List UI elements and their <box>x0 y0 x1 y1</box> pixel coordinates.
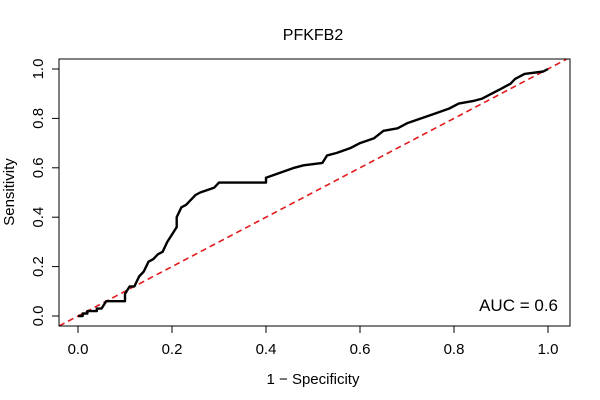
y-axis-label: Sensitivity <box>1 158 18 226</box>
series-layer <box>59 59 568 326</box>
x-tick-label: 0.0 <box>68 341 89 358</box>
plot-border <box>58 58 571 327</box>
y-tick-label: 0.8 <box>30 108 47 129</box>
y-tick-label: 0.4 <box>30 207 47 228</box>
auc-annotation: AUC = 0.6 <box>479 296 558 315</box>
x-axis-label: 1 − Specificity <box>267 371 360 388</box>
chart-title: PFKFB2 <box>283 27 344 44</box>
x-tick-label: 1.0 <box>538 341 559 358</box>
x-tick-label: 0.2 <box>162 341 183 358</box>
roc-curve-line <box>78 67 549 318</box>
x-tick-label: 0.4 <box>256 341 277 358</box>
x-tick-label: 0.6 <box>350 341 371 358</box>
y-tick-label: 0.2 <box>30 256 47 277</box>
reference-diagonal-line <box>59 59 568 326</box>
y-tick-label: 1.0 <box>30 59 47 80</box>
axes-layer: 0.0 0.0 0.2 0.2 0.4 0.4 0.6 0.6 0.8 0.8 1.0 1.0 <box>30 59 558 358</box>
x-tick-label: 0.8 <box>444 341 465 358</box>
y-tick-label: 0.6 <box>30 157 47 178</box>
y-tick-label: 0.0 <box>30 306 47 327</box>
